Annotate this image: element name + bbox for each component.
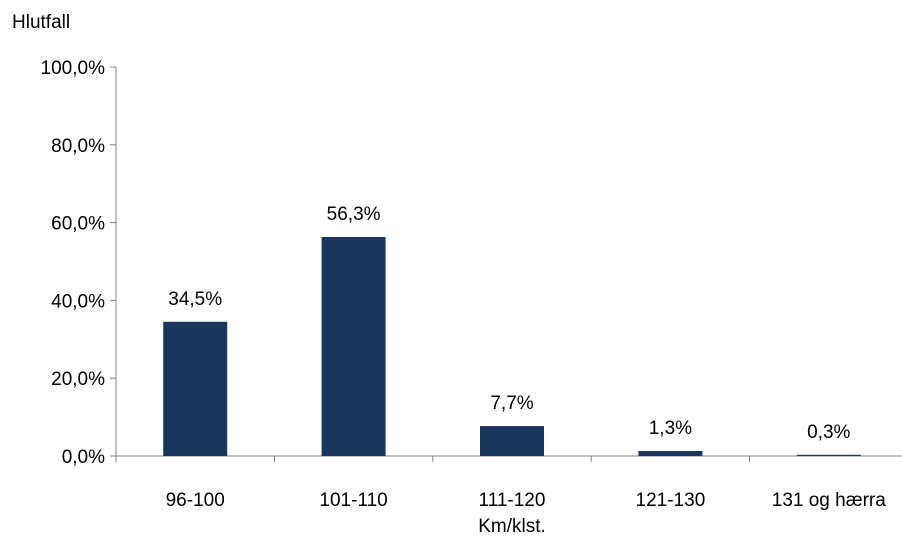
bar [321,236,386,456]
y-axis-label: Hlutfall [12,12,70,33]
x-tick-label: 111-120 [479,490,546,511]
y-tick-label: 60,0% [51,214,105,235]
y-tick-label: 20,0% [51,369,105,390]
x-axis: 96-100 101-110 111-120 121-130 131 og hærra [115,455,902,511]
y-tick-label: 40,0% [51,291,105,312]
data-labels: 34,5% 56,3% 7,7% 1,3% 0,3% [168,204,850,443]
bar [480,426,544,456]
x-tick-label: 131 og hærra [772,490,887,511]
y-tick-label: 80,0% [51,136,105,157]
x-tick-label: 96-100 [166,490,225,511]
bar [638,450,703,456]
y-tick-label: 0,0% [62,447,105,468]
bar [796,454,861,456]
x-tick-label: 101-110 [319,490,387,511]
data-label: 0,3% [807,422,850,443]
x-tick-label: 121-130 [636,490,706,511]
bar-series [163,236,861,456]
x-axis-label: Km/klst. [478,516,546,537]
data-label: 1,3% [649,418,692,439]
data-label: 7,7% [490,393,533,414]
data-label: 34,5% [168,289,222,310]
data-label: 56,3% [327,204,381,225]
y-axis: 0,0% 20,0% 40,0% 60,0% 80,0% 100,0% [41,58,117,468]
y-tick-label: 100,0% [41,58,106,79]
bar [163,321,228,456]
